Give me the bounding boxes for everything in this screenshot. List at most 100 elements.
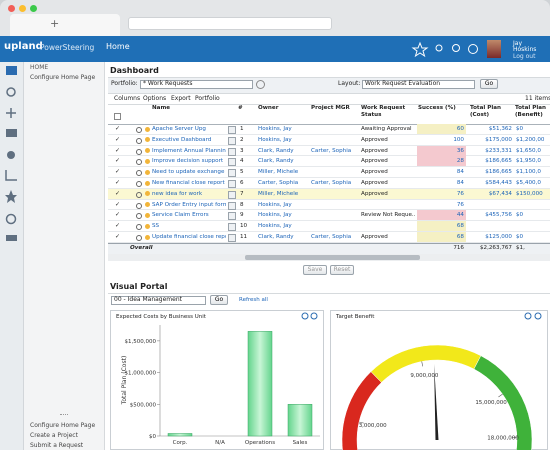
owner[interactable]: Clark, Randy [258, 234, 294, 240]
column-header[interactable]: Owner [258, 105, 279, 111]
status-dot[interactable] [136, 127, 142, 133]
manager[interactable]: Carter, Sophia [311, 147, 352, 154]
idea-icon[interactable] [145, 202, 150, 208]
info-icon[interactable] [301, 312, 309, 320]
layout-select[interactable] [362, 80, 475, 89]
row-menu[interactable] [228, 212, 236, 221]
owner[interactable]: Miller, Michele [258, 190, 299, 197]
item-name[interactable]: Apache Server Upg [152, 126, 206, 132]
star-icon[interactable] [411, 41, 429, 58]
nav-home[interactable]: Home [106, 42, 130, 51]
row-menu[interactable] [228, 147, 236, 156]
row-menu[interactable] [228, 126, 236, 134]
status-dot[interactable] [136, 202, 142, 209]
settings-icon[interactable] [534, 312, 542, 320]
item-name[interactable]: Executive Dashboard [152, 136, 212, 143]
status-dot[interactable] [136, 159, 142, 166]
check-icon[interactable]: ✓ [115, 211, 121, 219]
reset-button[interactable]: Reset [330, 265, 354, 275]
column-header[interactable]: Work Request Status [361, 105, 406, 118]
status-dot[interactable] [136, 191, 142, 198]
check-icon[interactable]: ✓ [115, 135, 121, 143]
idea-icon[interactable] [145, 223, 150, 229]
toolbar-item[interactable]: Options [143, 95, 167, 102]
item-name[interactable]: New financial close report [152, 180, 225, 186]
sidebar-footer-link[interactable]: Submit a Request [30, 442, 84, 449]
item-name[interactable]: SAP Order Entry input form [152, 201, 226, 208]
owner[interactable]: Clark, Randy [258, 158, 294, 165]
status-dot[interactable] [136, 235, 142, 241]
item-name[interactable]: Implement Annual Planning F [152, 147, 226, 154]
owner[interactable]: Hoskins, Jay [258, 223, 292, 230]
pin-icon[interactable] [435, 44, 443, 52]
status-dot[interactable] [136, 181, 142, 187]
settings-icon[interactable] [7, 151, 15, 159]
status-dot[interactable] [136, 213, 142, 220]
minimize-dot[interactable] [19, 5, 26, 12]
row-menu[interactable] [228, 190, 236, 199]
check-icon[interactable]: ✓ [115, 189, 121, 197]
toolbar-item[interactable]: Export [171, 95, 191, 102]
portal-go-button[interactable]: Go [210, 295, 228, 305]
scroll-thumb[interactable] [245, 255, 420, 260]
close-dot[interactable] [8, 5, 15, 12]
row-menu[interactable] [228, 223, 236, 232]
idea-icon[interactable] [145, 169, 150, 175]
idea-icon[interactable] [145, 191, 150, 197]
owner[interactable]: Hoskins, Jay [258, 212, 292, 219]
column-header[interactable]: Name [152, 105, 171, 111]
add-icon[interactable] [6, 108, 16, 118]
avatar[interactable] [487, 40, 501, 58]
owner[interactable]: Clark, Randy [258, 147, 294, 154]
row-menu[interactable] [228, 158, 236, 167]
check-icon[interactable]: ✓ [115, 168, 121, 176]
item-name[interactable]: Service Claim Errors [152, 212, 209, 219]
check-icon[interactable]: ✓ [115, 200, 121, 208]
idea-icon[interactable] [145, 148, 150, 154]
favorite-icon[interactable] [5, 190, 17, 203]
idea-icon[interactable] [145, 180, 150, 186]
refresh-link[interactable]: Refresh all [239, 297, 268, 303]
item-name[interactable]: Improve decision support [152, 158, 224, 165]
row-menu[interactable] [228, 136, 236, 145]
browser-tab[interactable] [10, 14, 120, 36]
row-menu[interactable] [228, 180, 236, 188]
chart-icon[interactable] [5, 170, 17, 181]
toolbar-item[interactable]: Columns [114, 95, 141, 102]
row-menu[interactable] [228, 169, 236, 178]
check-icon[interactable]: ✓ [115, 157, 121, 165]
owner[interactable]: Hoskins, Jay [258, 201, 292, 208]
owner[interactable]: Hoskins, Jay [258, 126, 292, 132]
check-icon[interactable]: ✓ [115, 222, 121, 230]
go-button[interactable]: Go [480, 79, 498, 89]
folder-icon[interactable] [6, 129, 17, 137]
owner[interactable]: Hoskins, Jay [258, 136, 292, 143]
column-header[interactable]: # [238, 105, 243, 111]
check-icon[interactable]: ✓ [115, 233, 121, 240]
item-name[interactable]: new idea for work [152, 190, 203, 197]
row-menu[interactable] [228, 201, 236, 210]
status-dot[interactable] [136, 137, 142, 144]
maximize-dot[interactable] [30, 5, 37, 12]
add-portfolio[interactable] [256, 80, 265, 89]
manager[interactable]: Carter, Sophia [311, 234, 352, 240]
status-dot[interactable] [136, 224, 142, 231]
save-button[interactable]: Save [303, 265, 327, 275]
idea-icon[interactable] [145, 234, 150, 240]
history-icon[interactable] [5, 213, 17, 225]
check-icon[interactable]: ✓ [115, 125, 121, 132]
check-icon[interactable]: ✓ [115, 179, 121, 186]
owner[interactable]: Miller, Michele [258, 169, 299, 176]
address-bar[interactable] [128, 17, 332, 30]
toolbar-item[interactable]: Portfolio [195, 95, 220, 102]
tree-icon[interactable] [6, 87, 16, 97]
help-icon[interactable] [468, 44, 478, 54]
status-dot[interactable] [136, 170, 142, 177]
item-name[interactable]: Update financial close report [152, 234, 226, 240]
status-dot[interactable] [136, 148, 142, 155]
settings-icon[interactable] [310, 312, 318, 320]
manager[interactable]: Carter, Sophia [311, 180, 352, 186]
idea-icon[interactable] [145, 126, 150, 132]
sidebar-footer-link[interactable]: Configure Home Page [30, 422, 96, 429]
filter-icon[interactable] [114, 113, 121, 120]
